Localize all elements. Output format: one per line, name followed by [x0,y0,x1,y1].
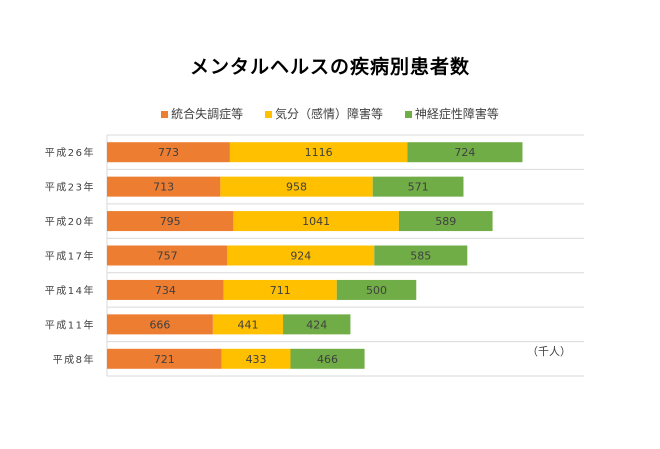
category-label: 平成26年 [45,146,95,159]
data-label: 441 [237,318,258,331]
legend-swatch [404,111,412,118]
data-label: 433 [246,353,267,366]
bar-segment [283,314,351,335]
unit-label: （千人） [527,345,571,358]
category-label: 平成14年 [45,284,95,297]
data-label: 666 [149,318,170,331]
category-label: 平成23年 [45,181,95,194]
bar-segment [220,176,373,197]
data-label: 713 [153,181,174,194]
bar-segment [290,348,365,369]
data-label: 734 [155,284,176,297]
bar-segment [107,314,213,335]
data-label: 795 [160,215,181,228]
legend-item-schizophrenia: 統合失調症等 [161,105,243,122]
data-label: 1116 [305,146,333,159]
category-label: 平成11年 [45,318,95,331]
bar-segment [107,348,222,369]
category-label: 平成20年 [45,215,95,228]
bar-segment [407,142,523,163]
data-label: 466 [317,353,338,366]
chart-title: メンタルヘルスの疾病別患者数 [189,56,470,78]
bar-segment [233,211,399,232]
data-label: 757 [157,250,178,263]
data-label: 500 [366,284,387,297]
bar-segment [212,314,284,335]
data-label: 424 [306,318,327,331]
data-label: 571 [408,181,429,194]
bar-segment [223,279,337,300]
bar-segment [107,245,228,266]
category-label: 平成17年 [45,250,95,263]
data-label: 773 [158,146,179,159]
bar-segment [336,279,417,300]
data-label: 589 [435,215,456,228]
legend-item-mood: 気分（感情）障害等 [264,105,383,122]
data-label: 958 [286,181,307,194]
data-label: 924 [290,250,311,263]
data-label: 711 [270,284,291,297]
bar-segment [107,176,221,197]
data-label: 1041 [302,215,330,228]
bar-segment [374,245,468,266]
bar-segment [398,211,493,232]
legend-swatch [161,111,169,118]
bar-segment [372,176,464,197]
legend: 統合失調症等 気分（感情）障害等 神経症性障害等 [0,105,660,122]
legend-label: 統合失調症等 [171,107,244,121]
bar-segment [107,142,230,163]
legend-label: 神経症性障害等 [414,107,499,121]
data-label: 724 [454,146,475,159]
bar-segment [107,211,234,232]
legend-swatch [264,111,272,118]
legend-item-neurotic: 神経症性障害等 [404,105,499,122]
bar-segment [107,279,224,300]
category-label: 平成8年 [53,353,95,366]
legend-label: 気分（感情）障害等 [274,107,383,121]
data-label: 721 [154,353,175,366]
data-label: 585 [410,250,431,263]
bar-segment [221,348,291,369]
bar-segment [227,245,375,266]
bar-segment [229,142,408,163]
